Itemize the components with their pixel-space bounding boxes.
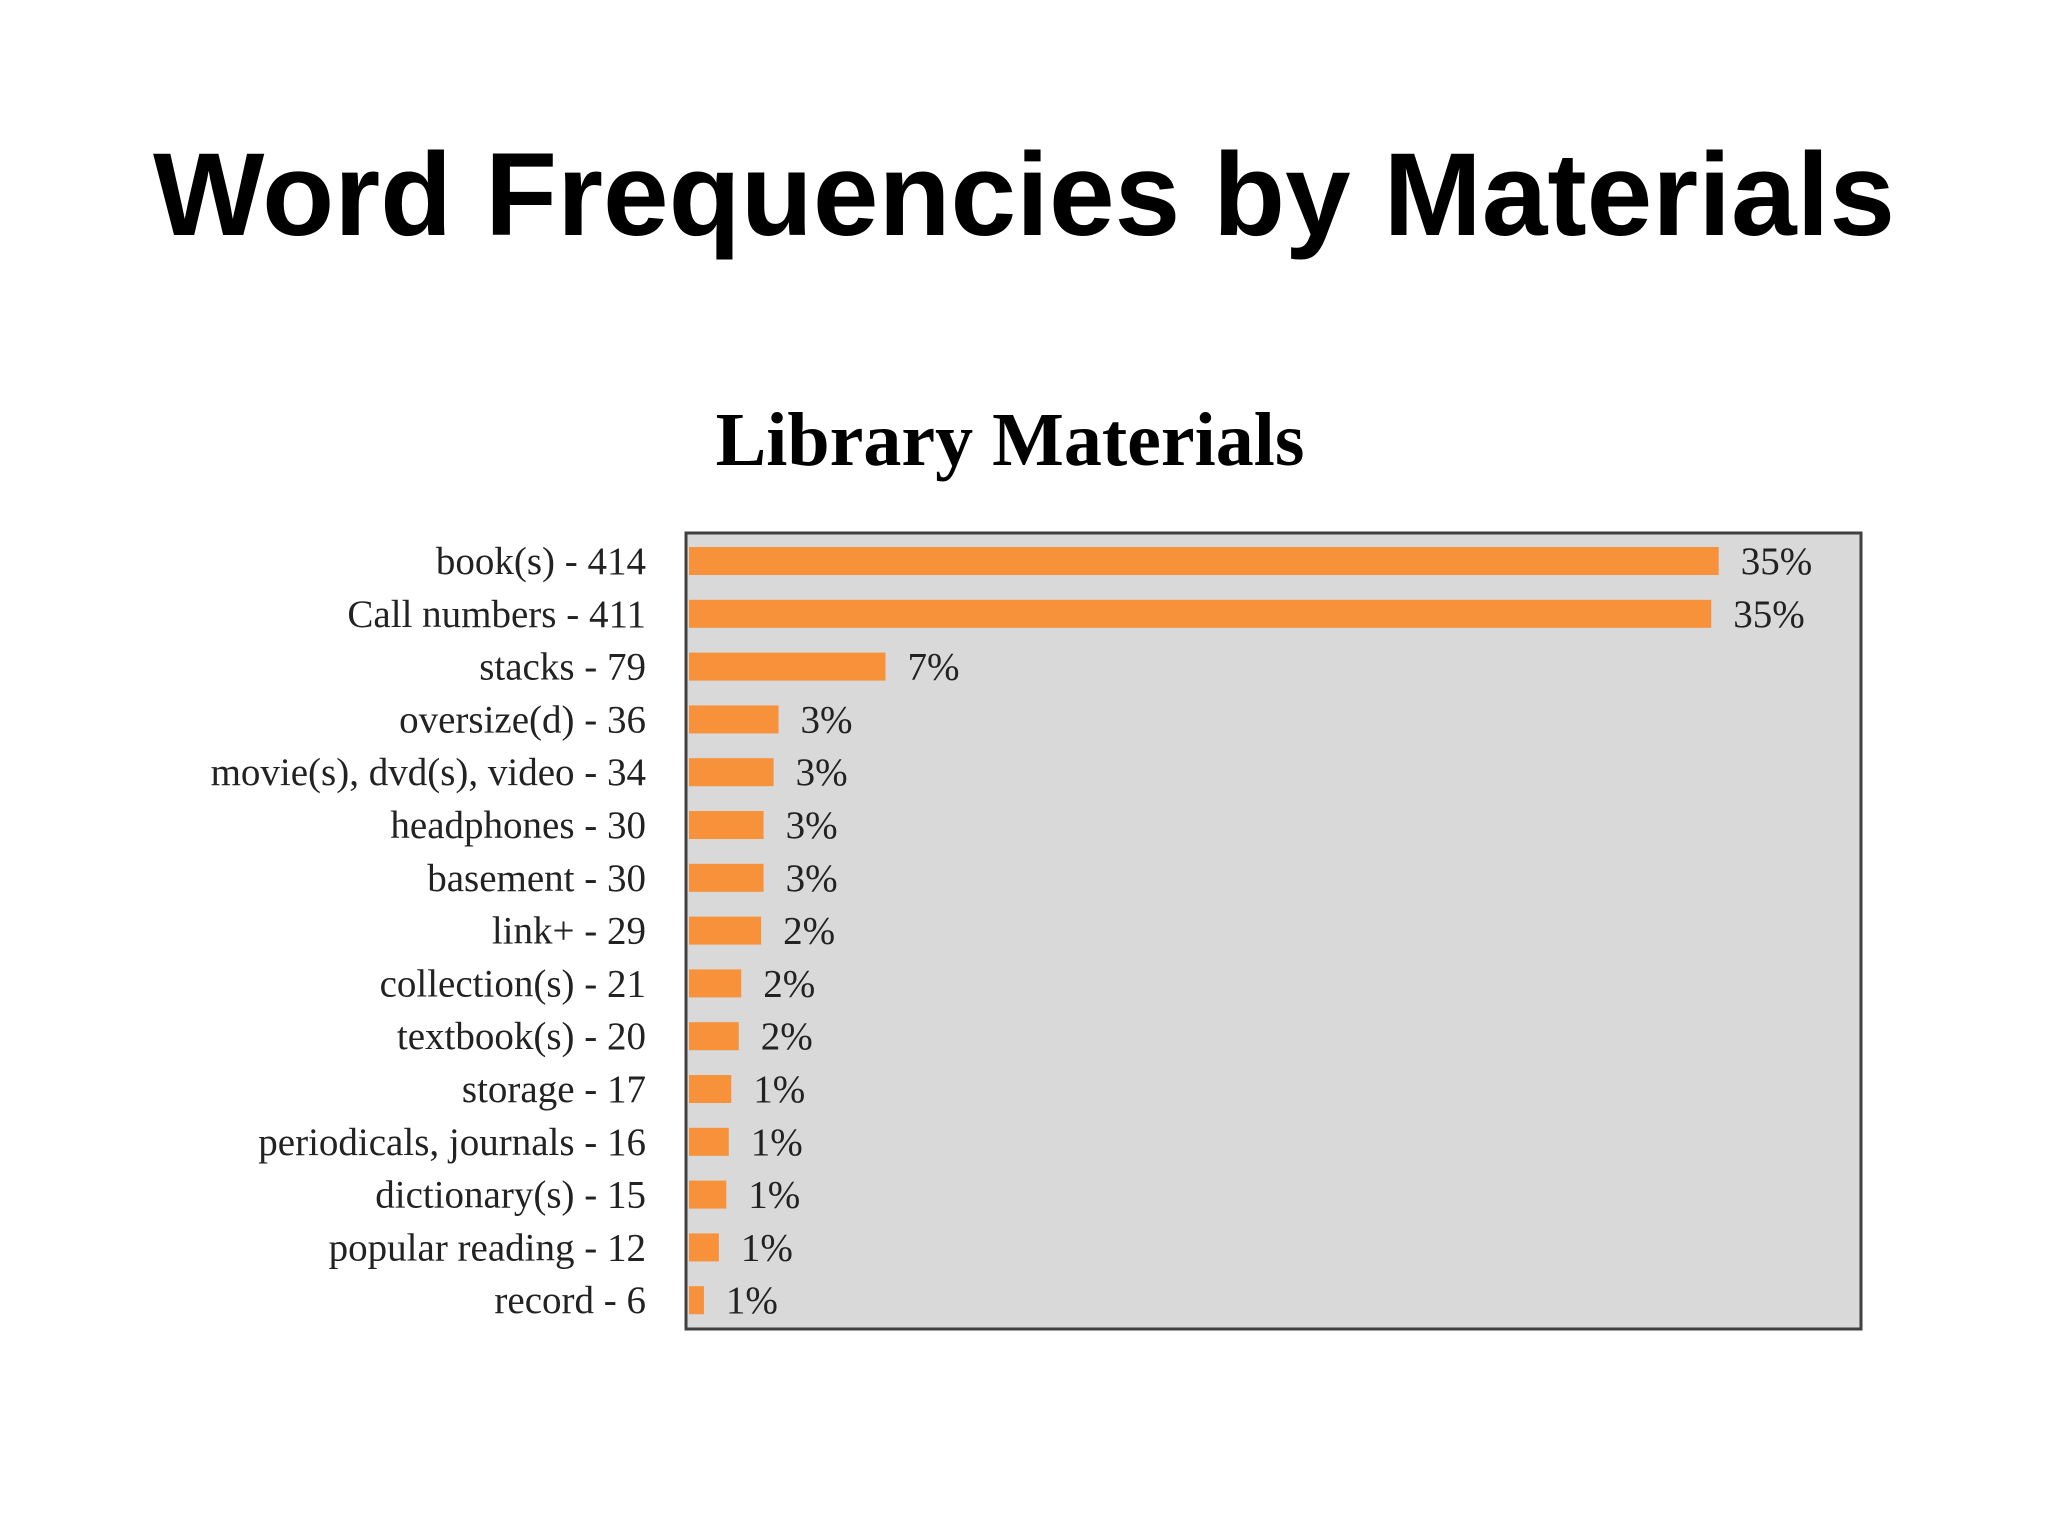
category-label: basement - 30 <box>427 857 646 900</box>
category-label: stacks - 79 <box>479 646 646 689</box>
data-label: 3% <box>786 857 838 900</box>
category-label: oversize(d) - 36 <box>399 698 646 741</box>
data-label: 1% <box>751 1121 803 1164</box>
data-labels: 35% 35% 7% 3% 3% 3% 3% 2% 2% 2% 1% 1% 1% 1% 1% <box>726 540 1812 1322</box>
category-label: record - 6 <box>494 1279 646 1322</box>
data-label: 1% <box>741 1226 793 1269</box>
category-labels: book(s) - 414 Call numbers - 411 stacks - … <box>211 540 646 1322</box>
bar <box>689 1075 732 1103</box>
data-label: 2% <box>783 910 835 953</box>
bar <box>689 1022 739 1051</box>
data-label: 1% <box>748 1174 800 1217</box>
bar <box>689 705 779 734</box>
data-label: 3% <box>801 698 853 741</box>
bar <box>689 1233 719 1262</box>
bar <box>689 758 774 787</box>
data-label: 3% <box>796 751 848 794</box>
data-label: 35% <box>1741 540 1813 583</box>
category-label: dictionary(s) - 15 <box>375 1174 646 1217</box>
data-label: 7% <box>907 646 959 689</box>
data-label: 1% <box>753 1068 805 1111</box>
data-label: 2% <box>763 962 815 1005</box>
data-label: 35% <box>1733 593 1805 636</box>
category-label: popular reading - 12 <box>329 1226 646 1269</box>
bar <box>689 599 1712 628</box>
data-label: 3% <box>786 804 838 847</box>
bar <box>689 1286 704 1315</box>
bar <box>689 863 764 892</box>
category-label: link+ - 29 <box>492 910 646 953</box>
bar <box>689 811 764 839</box>
data-label: 1% <box>726 1279 778 1322</box>
category-label: storage - 17 <box>462 1068 646 1111</box>
category-label: headphones - 30 <box>390 804 646 847</box>
category-label: periodicals, journals - 16 <box>258 1121 646 1164</box>
category-label: Call numbers - 411 <box>347 593 646 636</box>
bars-group <box>689 547 1719 1315</box>
category-label: book(s) - 414 <box>436 540 646 583</box>
bar <box>689 652 886 681</box>
bar <box>689 547 1719 575</box>
bar <box>689 969 742 998</box>
data-label: 2% <box>761 1015 813 1058</box>
category-label: collection(s) - 21 <box>380 962 646 1005</box>
bar <box>689 916 762 945</box>
bar <box>689 1180 727 1209</box>
chart-title: Library Materials <box>716 398 1305 482</box>
plot-area <box>684 531 1863 1331</box>
slide-title: Word Frequencies by Materials <box>152 129 1896 261</box>
category-label: movie(s), dvd(s), video - 34 <box>211 751 646 794</box>
bar <box>689 1127 729 1156</box>
category-label: textbook(s) - 20 <box>397 1015 646 1058</box>
